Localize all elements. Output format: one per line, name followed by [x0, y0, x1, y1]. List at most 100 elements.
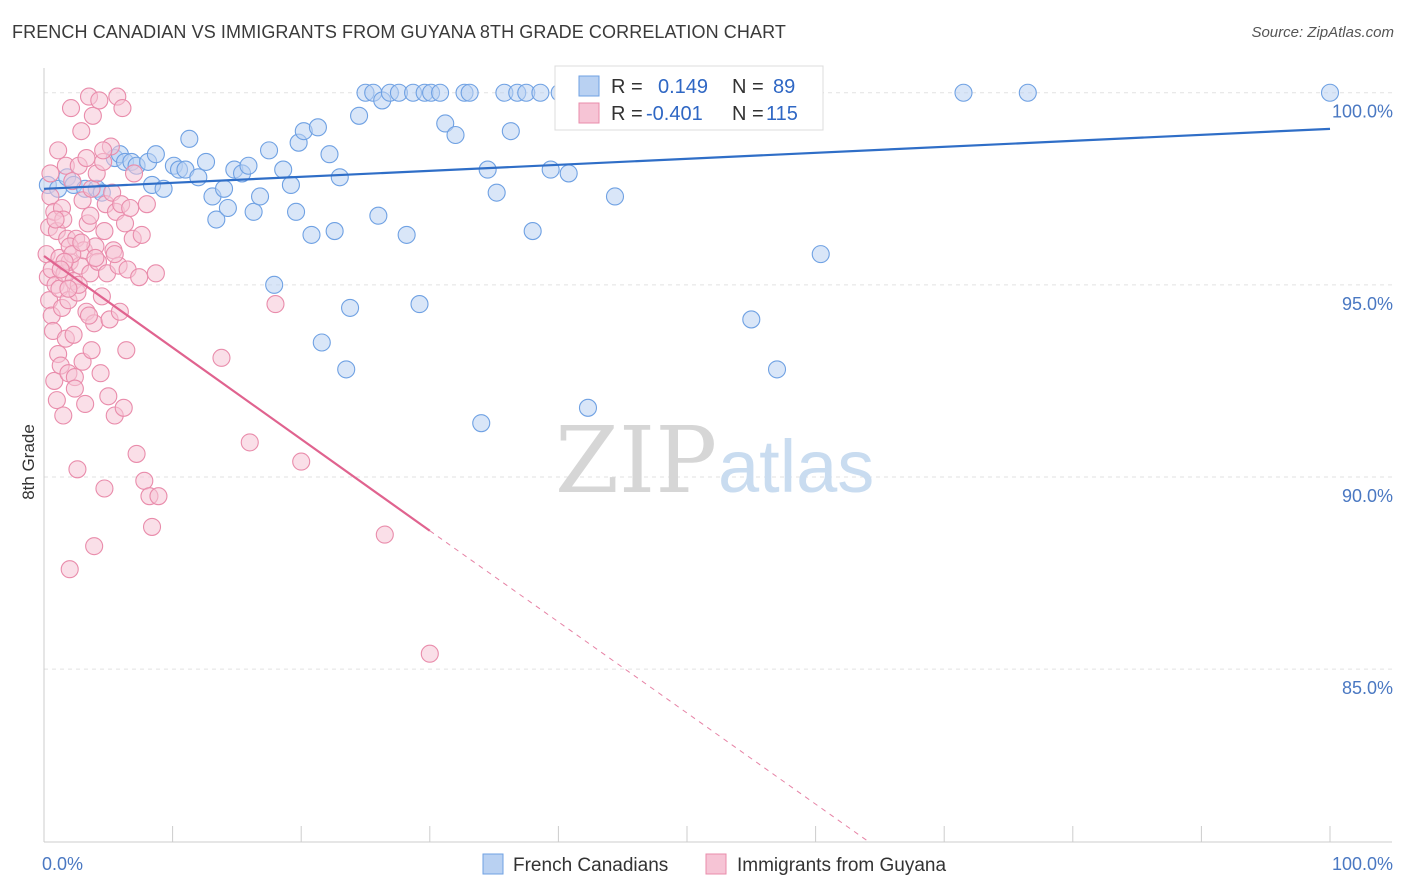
chart-title: FRENCH CANADIAN VS IMMIGRANTS FROM GUYAN… — [12, 22, 786, 42]
point-0-84 — [767, 360, 787, 379]
point-1-95 — [79, 306, 99, 325]
point-1-32 — [64, 325, 83, 344]
point-1-112 — [41, 164, 60, 183]
point-0-25 — [218, 198, 237, 218]
point-0-14 — [146, 145, 165, 164]
point-1-28 — [60, 560, 79, 579]
y-tick-label-2: 90.0% — [1342, 486, 1393, 506]
point-0-72 — [541, 160, 560, 179]
legend-r-value-0: 0.149 — [658, 76, 708, 98]
point-0-67 — [501, 122, 520, 141]
point-0-33 — [274, 160, 293, 179]
point-0-62 — [460, 83, 479, 102]
point-1-61 — [95, 479, 114, 498]
point-1-50 — [82, 341, 101, 360]
point-0-40 — [312, 333, 331, 352]
point-0-85 — [811, 245, 830, 264]
point-0-35 — [287, 202, 306, 221]
point-0-53 — [397, 225, 416, 244]
point-0-88 — [1320, 83, 1340, 102]
point-1-39 — [72, 122, 91, 141]
point-0-63 — [472, 414, 491, 433]
point-1-98 — [46, 210, 65, 229]
point-1-81 — [121, 198, 140, 218]
point-1-53 — [85, 537, 104, 556]
point-0-46 — [350, 106, 369, 125]
point-1-65 — [99, 387, 118, 406]
point-1-109 — [292, 452, 311, 471]
point-0-59 — [436, 114, 455, 133]
point-0-34 — [281, 175, 300, 195]
point-1-35 — [68, 460, 87, 479]
axes — [43, 68, 1392, 843]
y-axis-title: 8th Grade — [19, 424, 38, 500]
bottom-legend: French Canadians Immigrants from Guyana — [482, 853, 946, 876]
chart-source: Source: ZipAtlas.com — [1251, 24, 1394, 41]
legend-n-label-1: N = — [732, 103, 764, 125]
legend-n-value-0: 89 — [773, 76, 795, 98]
point-1-103 — [81, 206, 100, 225]
watermark-atlas: atlas — [718, 425, 874, 508]
point-0-41 — [320, 145, 339, 164]
point-0-24 — [214, 179, 234, 198]
legend-swatch-0 — [578, 75, 600, 97]
point-0-38 — [302, 225, 321, 244]
legend-box — [554, 65, 824, 131]
point-0-43 — [330, 168, 349, 187]
point-0-87 — [1018, 83, 1037, 102]
point-1-105 — [105, 245, 124, 264]
point-1-84 — [127, 444, 146, 463]
point-0-60 — [446, 125, 465, 145]
point-0-21 — [196, 152, 216, 171]
point-1-108 — [266, 295, 285, 314]
point-1-51 — [83, 106, 102, 125]
x-tick-labels: 0.0% 100.0% — [42, 854, 1393, 874]
trend-line-1 — [43, 255, 431, 532]
point-0-32 — [265, 275, 284, 294]
point-1-20 — [54, 406, 73, 425]
y-tick-label-3: 85.0% — [1342, 678, 1393, 698]
point-1-100 — [59, 279, 78, 298]
point-1-110 — [375, 525, 394, 544]
legend-n-label-0: N = — [732, 76, 764, 98]
bottom-legend-label-0: French Canadians — [513, 855, 668, 876]
point-0-28 — [239, 156, 258, 175]
point-1-107 — [240, 433, 259, 452]
point-1-87 — [135, 471, 154, 490]
point-1-106 — [212, 348, 231, 367]
point-0-71 — [531, 83, 550, 102]
point-1-11 — [47, 391, 66, 410]
point-1-9 — [45, 371, 64, 390]
point-0-15 — [154, 179, 173, 198]
bottom-legend-label-1: Immigrants from Guyana — [737, 855, 946, 876]
bottom-legend-swatch-1 — [705, 853, 727, 875]
point-1-91 — [146, 264, 165, 283]
point-0-55 — [410, 295, 429, 314]
point-0-74 — [559, 164, 578, 183]
bottom-legend-swatch-0 — [482, 853, 504, 875]
point-1-29 — [61, 99, 81, 118]
point-0-58 — [431, 83, 450, 102]
point-0-86 — [954, 83, 973, 102]
trend-line-0 — [43, 127, 1331, 190]
watermark: ZIP atlas — [555, 407, 874, 514]
trend-line-dashed-1 — [429, 530, 870, 843]
point-0-44 — [337, 360, 356, 379]
point-1-77 — [114, 398, 133, 417]
legend-r-label-1: R = — [611, 103, 643, 125]
point-1-101 — [65, 379, 84, 398]
point-1-104 — [94, 141, 113, 160]
x-tick-label-1: 100.0% — [1332, 854, 1393, 874]
point-1-57 — [90, 91, 109, 110]
point-1-79 — [117, 341, 136, 360]
y-tick-labels: 100.0% 95.0% 90.0% 85.0% — [1332, 102, 1393, 698]
y-tick-label-0: 100.0% — [1332, 102, 1393, 122]
point-1-62 — [95, 222, 114, 241]
point-1-30 — [63, 172, 82, 191]
x-tick-label-0: 0.0% — [42, 854, 83, 874]
point-0-19 — [180, 129, 199, 148]
point-1-85 — [130, 268, 149, 287]
legend-n-value-1: 115 — [766, 103, 798, 125]
point-0-65 — [487, 183, 506, 202]
point-1-83 — [124, 164, 144, 183]
